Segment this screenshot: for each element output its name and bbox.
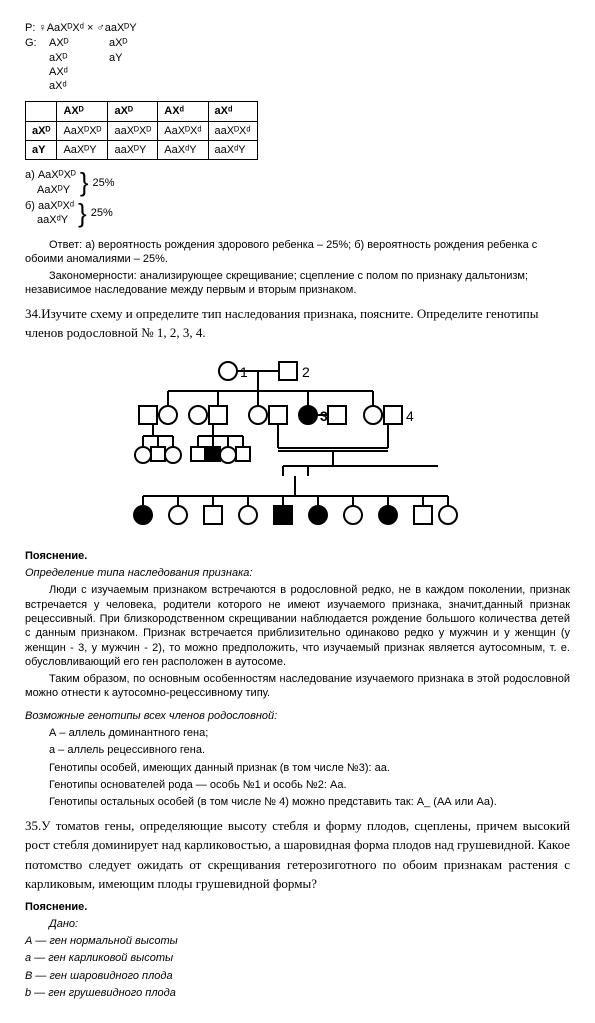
parental-cross: P: ♀AaXᴰXᵈ × ♂aaXᴰY G: AXᴰ aXᴰ AXᵈ aXᵈ a… <box>25 21 570 93</box>
giv-l1: а — ген карликовой высоты <box>25 951 570 965</box>
answer-block: а) AaXᴰXᴰ AaXᴰY } 25% б) aaXᴰXᵈ aaXᵈY } … <box>25 168 570 227</box>
gamete-r1: aY <box>109 51 127 65</box>
r0c1: AaXᴰXᴰ <box>57 121 108 140</box>
h2: aXᴰ <box>108 102 158 121</box>
punnett-square: AXᴰ aXᴰ AXᵈ aXᵈ aXᴰ AaXᴰXᴰ aaXᴰXᴰ AaXᴰXᵈ… <box>25 101 258 160</box>
explanation-title-2: Пояснение. <box>25 900 570 914</box>
r1c3: AaXᵈY <box>158 141 208 160</box>
ans-a-pct: 25% <box>93 176 115 190</box>
explanation-title: Пояснение. <box>25 549 570 563</box>
p-line: P: ♀AaXᴰXᵈ × ♂aaXᴰY <box>25 21 570 35</box>
svg-text:2: 2 <box>302 364 310 380</box>
ans-a2: AaXᴰY <box>25 183 76 197</box>
gamete-l3: aXᵈ <box>49 79 109 93</box>
def-p2: Таким образом, по основным особенностям … <box>25 672 570 701</box>
ans-b1: б) aaXᴰXᵈ <box>25 199 74 213</box>
giv-l0: А — ген нормальной высоты <box>25 934 570 948</box>
gen-l1: а – аллель рецессивного гена. <box>25 743 570 757</box>
table-row: aY AaXᴰY aaXᴰY AaXᵈY aaXᵈY <box>26 141 258 160</box>
def-title: Определение типа наследования признака: <box>25 566 570 580</box>
r1c4: aaXᵈY <box>208 141 257 160</box>
pedigree-diagram: 1 2 3 4 <box>128 351 468 541</box>
gen-l0: А – аллель доминантного гена; <box>25 726 570 740</box>
gamete-l2: AXᵈ <box>49 65 109 79</box>
ans-a1: а) AaXᴰXᴰ <box>25 168 76 182</box>
ans-b2: aaXᵈY <box>25 213 74 227</box>
giv-l3: b — ген грушевидного плода <box>25 986 570 1000</box>
brace-icon: } <box>80 176 89 189</box>
question-34: 34.Изучите схему и определите тип наслед… <box>25 304 570 343</box>
gamete-r0: aXᴰ <box>109 36 127 50</box>
gen-l3: Генотипы основателей рода — особь №1 и о… <box>25 778 570 792</box>
patterns-text: Закономерности: анализирующее скрещивани… <box>25 269 570 298</box>
gen-title: Возможные генотипы всех членов родословн… <box>25 709 570 723</box>
brace-icon: } <box>78 207 87 220</box>
gamete-l0: AXᴰ <box>49 36 109 50</box>
gen-l2: Генотипы особей, имеющих данный признак … <box>25 761 570 775</box>
gamete-l1: aXᴰ <box>49 51 109 65</box>
h3: AXᵈ <box>158 102 208 121</box>
answer-text: Ответ: а) вероятность рождения здорового… <box>25 238 570 267</box>
g-label: G: <box>25 36 49 93</box>
r1c1: AaXᴰY <box>57 141 108 160</box>
h4: aXᵈ <box>208 102 257 121</box>
h0 <box>26 102 57 121</box>
def-p1: Люди с изучаемым признаком встречаются в… <box>25 583 570 669</box>
h1: AXᴰ <box>57 102 108 121</box>
svg-text:4: 4 <box>406 408 414 424</box>
gen-l4: Генотипы остальных особей (в том числе №… <box>25 795 570 809</box>
r1c2: aaXᴰY <box>108 141 158 160</box>
r0c4: aaXᴰXᵈ <box>208 121 257 140</box>
ans-b-pct: 25% <box>91 206 113 220</box>
r0c0: aXᴰ <box>26 121 57 140</box>
table-row: aXᴰ AaXᴰXᴰ aaXᴰXᴰ AaXᴰXᵈ aaXᴰXᵈ <box>26 121 258 140</box>
r0c3: AaXᴰXᵈ <box>158 121 208 140</box>
question-35: 35.У томатов гены, определяющие высоту с… <box>25 816 570 894</box>
r1c0: aY <box>26 141 57 160</box>
given-title: Дано: <box>25 917 570 931</box>
giv-l2: В — ген шаровидного плода <box>25 969 570 983</box>
r0c2: aaXᴰXᴰ <box>108 121 158 140</box>
